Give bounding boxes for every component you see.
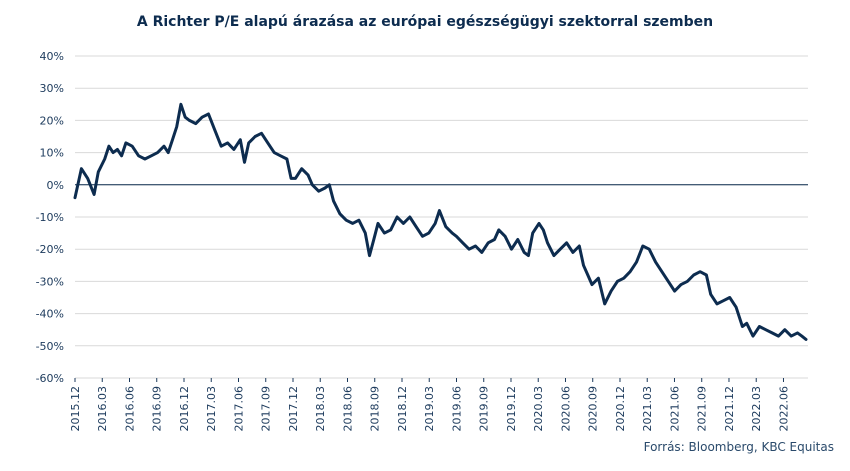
x-tick-label: 2022.03 [750,386,763,432]
x-tick-label: 2018.09 [369,386,382,432]
x-tick-label: 2021.12 [723,386,736,432]
y-tick-label: -40% [36,308,64,321]
x-tick-label: 2016.09 [151,386,164,432]
x-tick-label: 2018.06 [341,386,354,432]
y-tick-label: 20% [40,114,64,127]
x-tick-label: 2020.12 [614,386,627,432]
x-tick-label: 2019.09 [478,386,491,432]
x-tick-label: 2021.09 [696,386,709,432]
y-axis-ticks: 40% 30% 20% 10% 0% -10% -20% -30% -40% -50% -60% [36,50,64,385]
gridlines [75,55,808,379]
y-tick-label: 40% [40,50,64,63]
y-tick-label: -30% [36,275,64,288]
y-tick-label: -20% [36,243,64,256]
x-tick-label: 2022.06 [777,386,790,432]
x-tick-label: 2016.12 [178,386,191,432]
y-tick-label: -10% [36,211,64,224]
x-tick-label: 2019.03 [423,386,436,432]
x-tick-label: 2021.06 [668,386,681,432]
x-tick-label: 2015.12 [69,386,82,432]
y-tick-label: -60% [36,372,64,385]
x-tick-label: 2020.06 [559,386,572,432]
series-line [73,102,808,341]
x-tick-label: 2018.12 [396,386,409,432]
x-axis-ticks: 2015.12 2016.03 2016.06 2016.09 2016.12 2017.… [69,378,790,432]
y-tick-label: 0% [47,179,64,192]
x-tick-label: 2016.06 [123,386,136,432]
x-tick-label: 2017.03 [205,386,218,432]
x-tick-label: 2017.06 [232,386,245,432]
chart-title: A Richter P/E alapú árazása az európai e… [136,14,714,30]
source-note: Forrás: Bloomberg, KBC Equitas [643,440,834,454]
x-tick-label: 2018.03 [314,386,327,432]
x-tick-label: 2020.03 [532,386,545,432]
x-tick-label: 2017.09 [260,386,273,432]
y-tick-label: -50% [36,340,64,353]
y-tick-label: 10% [40,147,64,160]
x-tick-label: 2020.09 [587,386,600,432]
x-tick-label: 2019.12 [505,386,518,432]
x-tick-label: 2016.03 [96,386,109,432]
x-tick-label: 2019.06 [450,386,463,432]
x-tick-label: 2017.12 [287,386,300,432]
y-tick-label: 30% [40,82,64,95]
x-tick-label: 2021.03 [641,386,654,432]
